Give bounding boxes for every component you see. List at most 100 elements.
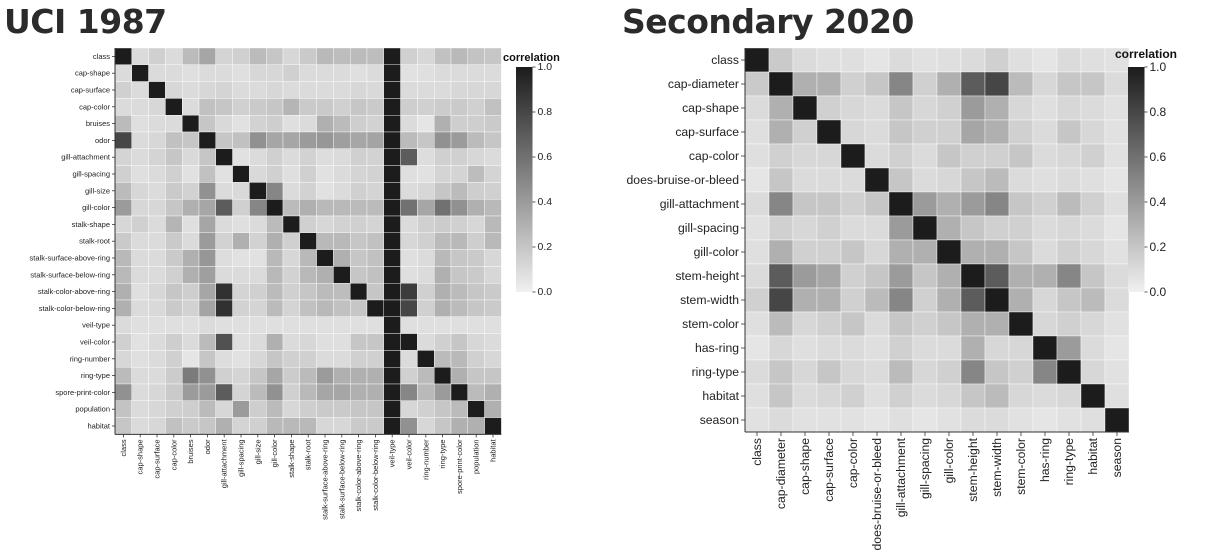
heatmap-cell (350, 131, 368, 149)
heatmap-cell (316, 400, 334, 418)
heatmap-cell (299, 198, 317, 217)
heatmap-cell (484, 47, 502, 65)
heatmap-cell (768, 47, 794, 73)
x-tick-label: ring-type (438, 439, 447, 468)
heatmap-cell (744, 287, 770, 313)
heatmap-cell (792, 71, 818, 97)
heatmap-cell (450, 198, 468, 217)
heatmap-cell (864, 167, 890, 193)
heatmap-cell (434, 266, 452, 284)
heatmap-cell (1008, 191, 1034, 217)
heatmap-cell (131, 232, 149, 250)
heatmap-cell (1008, 263, 1034, 289)
heatmap-cell (400, 383, 418, 401)
heatmap-cell (114, 232, 132, 250)
heatmap-cell (434, 215, 452, 233)
heatmap-cell (864, 95, 890, 121)
x-tick-label: class (750, 438, 764, 466)
heatmap-cell (888, 263, 914, 289)
heatmap-cell (1032, 215, 1058, 241)
heatmap-cell (316, 47, 334, 65)
heatmap-cell (299, 400, 317, 418)
heatmap-cell (450, 400, 468, 418)
heatmap-cell (282, 232, 300, 250)
heatmap-cell (266, 232, 284, 250)
heatmap-cell (266, 182, 284, 200)
heatmap-cell (1080, 47, 1106, 73)
heatmap-cell (266, 114, 284, 133)
heatmap-cell (484, 64, 502, 82)
heatmap-cell (350, 81, 368, 99)
heatmap-cell (840, 215, 866, 241)
heatmap-cell (792, 167, 818, 193)
heatmap-cell (960, 287, 986, 313)
heatmap-cell (181, 400, 200, 418)
heatmap-cell (1032, 383, 1058, 409)
heatmap-cell (400, 299, 418, 317)
heatmap-cell (165, 299, 183, 317)
heatmap-cell (816, 311, 842, 337)
heatmap-cell (434, 299, 452, 317)
y-tick-label: cap-color (689, 149, 739, 163)
heatmap-cell (840, 191, 866, 217)
heatmap-cell (282, 266, 300, 284)
heatmap-cell (366, 47, 384, 65)
heatmap-cell (1056, 335, 1082, 361)
heatmap-cell (417, 182, 435, 200)
heatmap-cell (333, 98, 351, 116)
heatmap-cell (215, 131, 233, 149)
legend-tick-label: 0.2 (538, 241, 553, 253)
heatmap-cell (198, 165, 216, 183)
heatmap-cell (744, 119, 770, 145)
heatmap-cell (383, 131, 401, 149)
heatmap-cell (888, 191, 914, 217)
heatmap-cell (912, 119, 938, 145)
heatmap-cell (232, 232, 250, 250)
heatmap-cell (350, 182, 368, 200)
heatmap-cell (165, 417, 183, 435)
heatmap-cell (768, 119, 794, 145)
heatmap-cell (864, 263, 890, 289)
heatmap-cell (350, 47, 368, 65)
y-tick-label: stem-height (675, 269, 739, 283)
heatmap-cell (282, 47, 300, 65)
heatmap-cell (792, 239, 818, 265)
heatmap-cell (383, 316, 401, 334)
heatmap-cell (1104, 335, 1130, 361)
heatmap-cell (165, 333, 183, 351)
x-tick-label: stalk-shape (287, 439, 296, 477)
heatmap-cell (266, 47, 284, 65)
heatmap-cell (198, 215, 216, 233)
heatmap-cell (467, 400, 485, 418)
heatmap-cell (792, 335, 818, 361)
heatmap-cell (350, 249, 368, 267)
heatmap-cell (366, 333, 384, 351)
heatmap-cell (768, 191, 794, 217)
heatmap-cell (484, 367, 502, 385)
heatmap-cell (181, 266, 200, 284)
heatmap-cell (131, 283, 149, 301)
y-tick-label: stem-width (680, 293, 739, 307)
heatmap-cell (350, 333, 368, 351)
heatmap-cell (114, 114, 132, 133)
heatmap-cell (148, 350, 166, 368)
heatmap-cell (467, 182, 485, 200)
heatmap-cell (249, 400, 267, 418)
heatmap-cell (450, 165, 468, 183)
heatmap-cell (417, 131, 435, 149)
heatmap-cell (434, 232, 452, 250)
heatmap-cell (232, 98, 250, 116)
heatmap-cell (299, 249, 317, 267)
heatmap-cell (350, 400, 368, 418)
x-tick-label: bruises (186, 439, 195, 463)
heatmap-cell (744, 71, 770, 97)
y-tick-label: gill-color (82, 203, 110, 212)
heatmap-cell (282, 350, 300, 368)
heatmap-cell (1008, 47, 1034, 73)
heatmap-cell (131, 316, 149, 334)
heatmap-cell (888, 335, 914, 361)
legend-tick-label: 1.0 (538, 61, 553, 73)
heatmap-cell (1008, 335, 1034, 361)
heatmap-cell (249, 182, 267, 200)
legend-tick-label: 1.0 (1150, 60, 1167, 74)
